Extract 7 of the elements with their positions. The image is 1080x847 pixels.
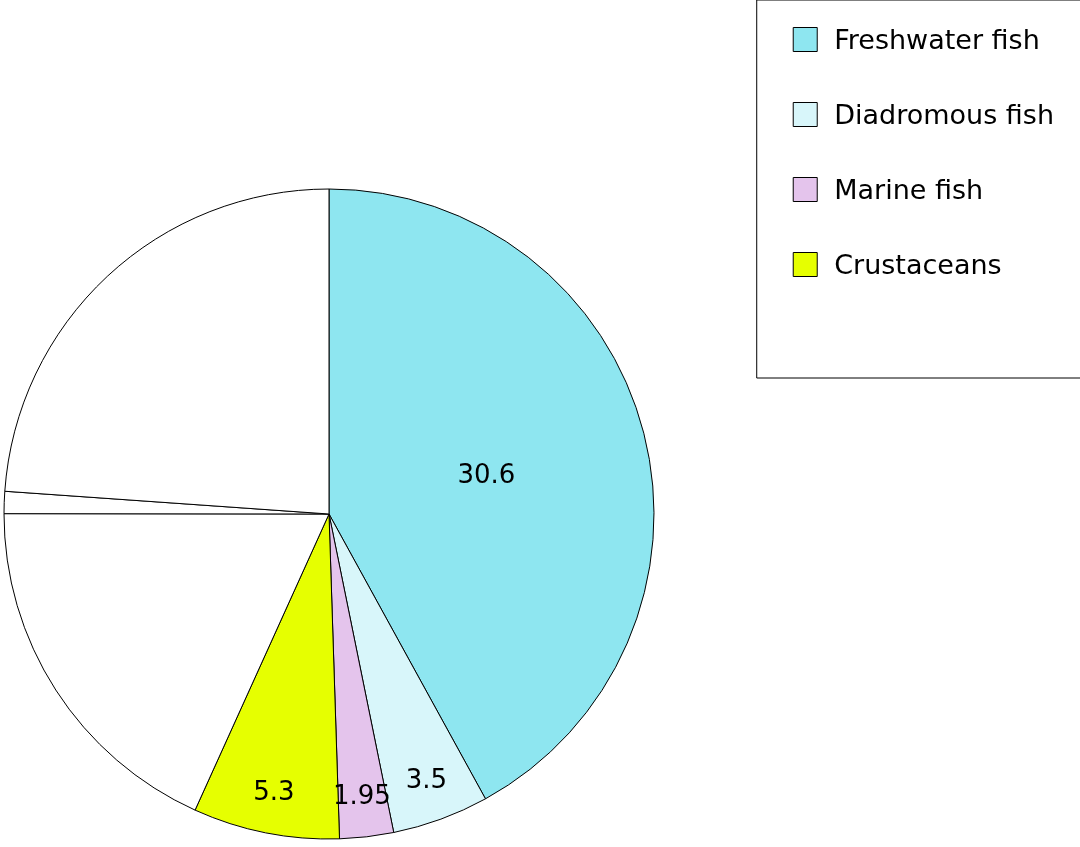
legend-label: Marine fish	[834, 174, 984, 205]
data-label: 5.3	[253, 776, 295, 807]
data-label: 30.6	[457, 458, 516, 489]
data-label: 3.5	[405, 764, 448, 795]
legend-label: Crustaceans	[834, 249, 1002, 280]
legend-label: Freshwater fish	[834, 24, 1040, 55]
legend-label: Diadromous fish	[834, 99, 1055, 130]
